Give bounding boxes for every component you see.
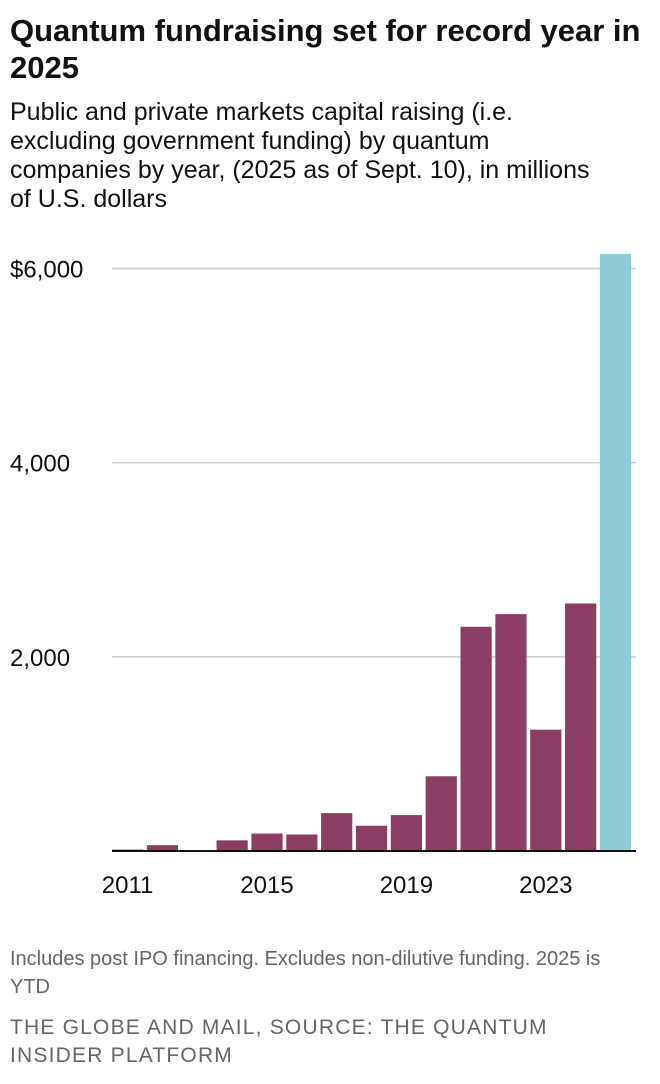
bar-2014: [216, 840, 248, 851]
x-tick-label: 2023: [519, 872, 572, 899]
bar-2021: [460, 626, 492, 851]
x-tick-label: 2015: [240, 872, 293, 899]
bar-2015: [251, 833, 283, 851]
y-tick-label: 4,000: [10, 451, 70, 478]
chart-note: Includes post IPO financing. Excludes no…: [10, 948, 601, 998]
bar-2023: [530, 729, 562, 851]
chart-title: Quantum fundraising set for record year …: [10, 13, 641, 85]
bar-2012: [146, 845, 179, 851]
bar-2018: [355, 825, 388, 851]
x-tick-label: 2019: [380, 872, 433, 899]
y-tick-label: $6,000: [10, 257, 83, 284]
bar-2016: [286, 834, 318, 851]
chart-subtitle: Public and private markets capital raisi…: [10, 98, 590, 213]
bar-2017: [321, 813, 353, 851]
bar-2020: [425, 776, 457, 851]
x-tick-label: 2011: [102, 872, 154, 899]
bar-2022: [495, 614, 527, 851]
y-tick-label: 2,000: [10, 645, 70, 672]
bar-2019: [390, 815, 422, 851]
bar-chart: 2,000 4,000 $6,000 2011 2015 2019 2023: [10, 254, 636, 899]
chart-source: THE GLOBE AND MAIL, SOURCE: THE QUANTUM …: [10, 1016, 548, 1067]
bar-2025: [599, 254, 632, 851]
bar-2024: [565, 603, 597, 851]
